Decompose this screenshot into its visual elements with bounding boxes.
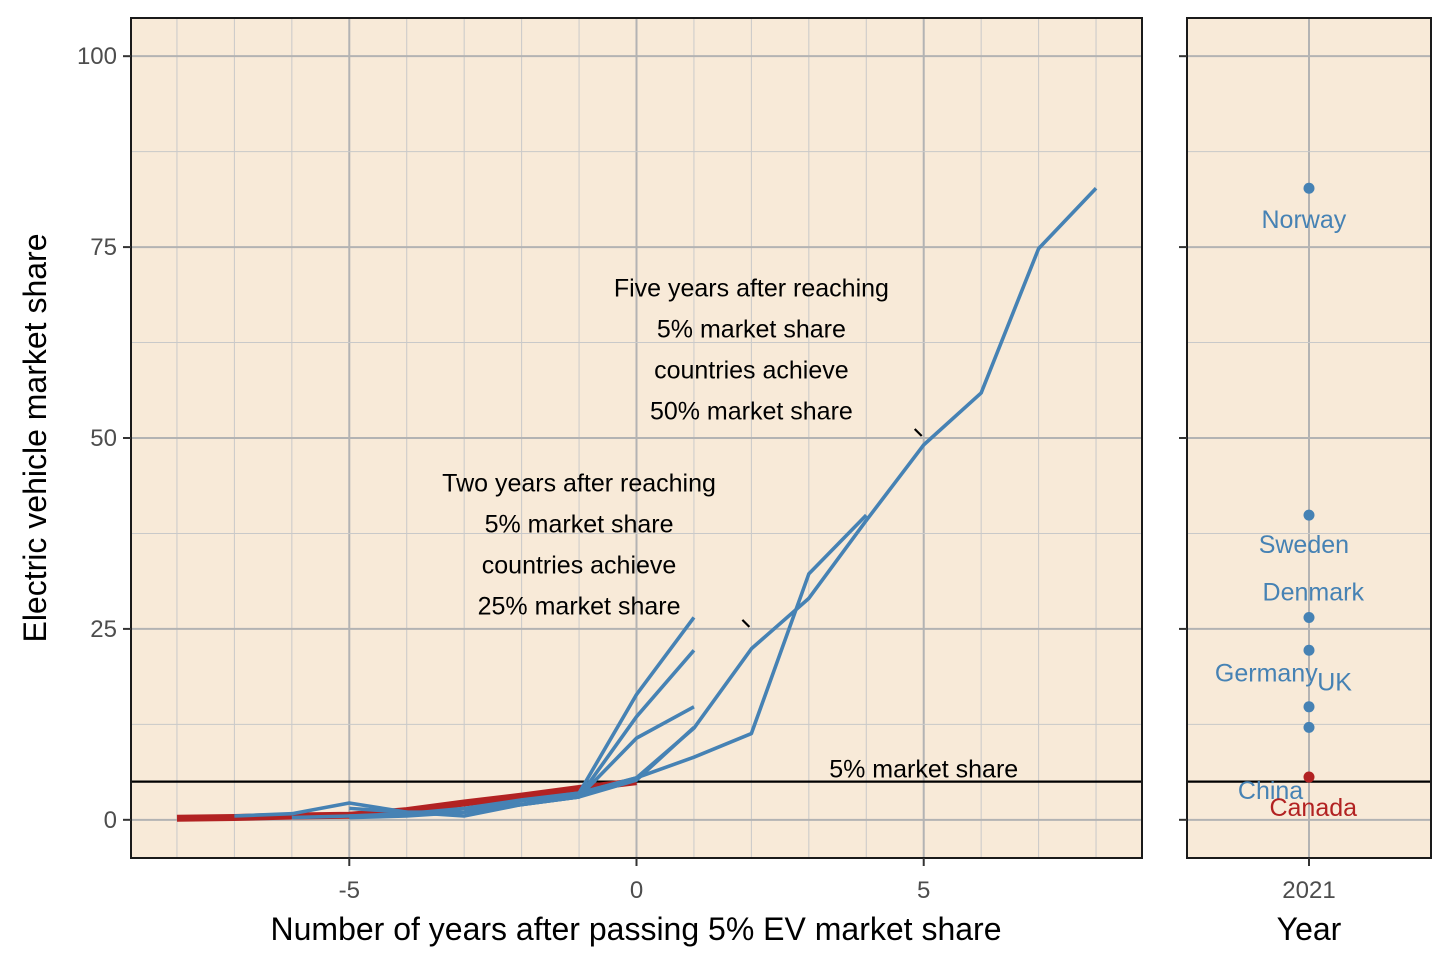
label-uk: UK: [1317, 669, 1352, 697]
annotations-group: Five years after reaching 5% market share…: [442, 275, 923, 628]
y-axis-title: Electric vehicle market share: [17, 233, 53, 642]
y-tick-label: 75: [90, 234, 117, 261]
right-axis-ticks: 2021: [1179, 55, 1336, 904]
label-denmark: Denmark: [1263, 578, 1365, 606]
annotation-pointer: [741, 619, 751, 628]
annotation-line: countries achieve: [482, 551, 677, 579]
left-x-axis-title: Number of years after passing 5% EV mark…: [271, 911, 1002, 947]
annotation-line: 25% market share: [478, 592, 681, 620]
right-x-axis-title: Year: [1277, 911, 1342, 947]
point-norway: [1303, 182, 1315, 194]
left-axis-ticks: 0 25 50 75 100 -5 0 5: [77, 43, 930, 904]
annotation-line: 5% market share: [657, 316, 846, 344]
x-tick-label: 0: [630, 877, 643, 904]
annotation-line: Two years after reaching: [442, 469, 716, 497]
label-sweden: Sweden: [1259, 531, 1349, 559]
point-uk: [1303, 701, 1315, 713]
point-canada: [1303, 771, 1315, 783]
annotation-line: 50% market share: [650, 398, 853, 426]
y-tick-label: 50: [90, 425, 117, 452]
label-china: China: [1238, 777, 1303, 805]
left-series-group: [176, 187, 1098, 822]
reference-line-label: 5% market share: [829, 756, 1018, 784]
label-germany: Germany: [1215, 659, 1318, 687]
x-tick-label: 2021: [1282, 877, 1335, 904]
annotation-line: 5% market share: [485, 510, 674, 538]
label-canada: Canada: [1269, 794, 1357, 822]
annotation-pointer: [913, 428, 923, 437]
left-gridlines: [131, 18, 1142, 858]
label-norway: Norway: [1262, 206, 1347, 234]
point-china: [1303, 721, 1315, 733]
x-tick-label: 5: [917, 877, 930, 904]
y-tick-label: 100: [77, 43, 117, 70]
y-tick-label: 25: [90, 616, 117, 643]
left-panel: 5% market share Five years after reachin…: [77, 17, 1143, 904]
annotation-line: countries achieve: [654, 357, 849, 385]
point-sweden: [1303, 509, 1315, 521]
right-gridlines: [1187, 18, 1431, 858]
series-line-china: [464, 726, 696, 811]
annotation-line: Five years after reaching: [614, 275, 889, 303]
x-tick-label: -5: [339, 877, 360, 904]
point-germany: [1303, 644, 1315, 656]
y-tick-label: 0: [104, 807, 117, 834]
point-denmark: [1303, 611, 1315, 623]
